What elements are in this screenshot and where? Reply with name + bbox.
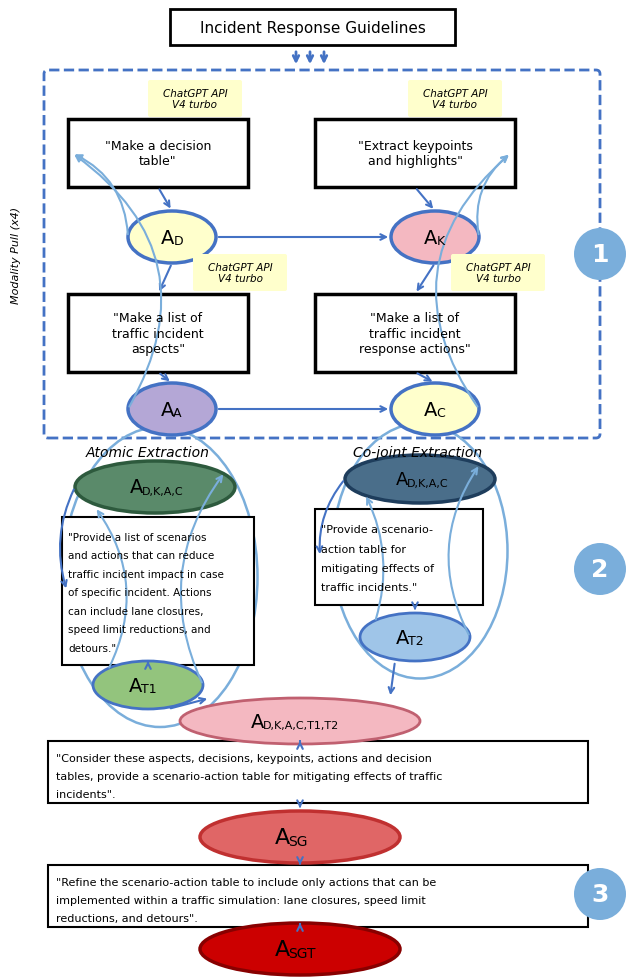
Text: 2: 2: [591, 557, 609, 581]
Text: tables, provide a scenario-action table for mitigating effects of traffic: tables, provide a scenario-action table …: [56, 772, 442, 781]
Text: speed limit reductions, and: speed limit reductions, and: [68, 625, 211, 635]
Text: A: A: [252, 712, 265, 731]
Text: D,K,A,C,T1,T2: D,K,A,C,T1,T2: [263, 720, 340, 731]
FancyBboxPatch shape: [68, 294, 248, 373]
FancyBboxPatch shape: [408, 81, 502, 118]
FancyBboxPatch shape: [315, 510, 483, 605]
Text: A: A: [424, 400, 438, 419]
Text: 3: 3: [591, 882, 609, 906]
FancyBboxPatch shape: [68, 120, 248, 188]
Text: ChatGPT API
V4 turbo: ChatGPT API V4 turbo: [163, 89, 227, 111]
Text: ChatGPT API
V4 turbo: ChatGPT API V4 turbo: [422, 89, 487, 111]
Text: A: A: [131, 478, 144, 497]
Text: A: A: [173, 407, 182, 420]
Text: A: A: [275, 939, 290, 959]
Text: A: A: [396, 470, 408, 488]
Text: K: K: [436, 235, 444, 248]
Text: T2: T2: [408, 635, 424, 647]
FancyBboxPatch shape: [193, 254, 287, 291]
Text: traffic incidents.": traffic incidents.": [321, 582, 417, 593]
Text: can include lane closures,: can include lane closures,: [68, 606, 204, 616]
Ellipse shape: [574, 868, 626, 920]
Text: A: A: [424, 228, 438, 247]
Text: implemented within a traffic simulation: lane closures, speed limit: implemented within a traffic simulation:…: [56, 895, 426, 906]
Text: A: A: [161, 228, 175, 247]
Text: Co-joint Extraction: Co-joint Extraction: [353, 446, 483, 460]
Text: Incident Response Guidelines: Incident Response Guidelines: [200, 21, 426, 35]
FancyBboxPatch shape: [148, 81, 242, 118]
Ellipse shape: [391, 212, 479, 264]
Text: D,K,A,C: D,K,A,C: [407, 478, 449, 488]
FancyBboxPatch shape: [170, 10, 455, 46]
Ellipse shape: [93, 661, 203, 709]
Ellipse shape: [574, 544, 626, 596]
Text: SG: SG: [288, 834, 308, 849]
Text: "Make a list of
traffic incident
response actions": "Make a list of traffic incident respons…: [359, 312, 471, 355]
Text: incidents".: incidents".: [56, 789, 116, 799]
Text: "Make a list of
traffic incident
aspects": "Make a list of traffic incident aspects…: [112, 312, 204, 355]
Ellipse shape: [180, 698, 420, 744]
Ellipse shape: [360, 613, 470, 661]
Ellipse shape: [574, 229, 626, 281]
Text: "Provide a scenario-: "Provide a scenario-: [321, 525, 433, 535]
Text: A: A: [275, 827, 290, 847]
Ellipse shape: [200, 923, 400, 975]
Text: A: A: [396, 628, 410, 646]
FancyBboxPatch shape: [451, 254, 545, 291]
Text: T1: T1: [141, 683, 157, 695]
Ellipse shape: [75, 462, 235, 513]
Text: traffic incident impact in case: traffic incident impact in case: [68, 569, 224, 579]
FancyBboxPatch shape: [62, 517, 254, 665]
Text: "Make a decision
table": "Make a decision table": [105, 140, 211, 168]
Text: D: D: [173, 235, 183, 248]
Ellipse shape: [391, 383, 479, 435]
Text: A: A: [161, 400, 175, 419]
Ellipse shape: [200, 811, 400, 864]
Text: "Consider these aspects, decisions, keypoints, actions and decision: "Consider these aspects, decisions, keyp…: [56, 754, 432, 764]
Text: action table for: action table for: [321, 544, 406, 554]
Text: "Provide a list of scenarios: "Provide a list of scenarios: [68, 532, 207, 542]
Text: Atomic Extraction: Atomic Extraction: [86, 446, 210, 460]
Text: ChatGPT API
V4 turbo: ChatGPT API V4 turbo: [208, 262, 272, 284]
Text: "Refine the scenario-action table to include only actions that can be: "Refine the scenario-action table to inc…: [56, 877, 436, 887]
FancyBboxPatch shape: [48, 741, 588, 803]
Ellipse shape: [128, 383, 216, 435]
Text: 1: 1: [591, 243, 609, 267]
Text: "Extract keypoints
and highlights": "Extract keypoints and highlights": [358, 140, 472, 168]
Text: of specific incident. Actions: of specific incident. Actions: [68, 588, 211, 598]
Text: Modality Pull (x4): Modality Pull (x4): [11, 206, 21, 303]
Ellipse shape: [345, 456, 495, 504]
Text: SGT: SGT: [288, 947, 316, 960]
Text: D,K,A,C: D,K,A,C: [142, 486, 184, 497]
Text: C: C: [436, 407, 445, 420]
FancyBboxPatch shape: [315, 294, 515, 373]
Text: A: A: [129, 676, 143, 694]
Text: reductions, and detours".: reductions, and detours".: [56, 912, 198, 923]
Text: and actions that can reduce: and actions that can reduce: [68, 551, 214, 560]
Text: detours.": detours.": [68, 644, 116, 653]
FancyBboxPatch shape: [48, 866, 588, 927]
Ellipse shape: [128, 212, 216, 264]
Text: ChatGPT API
V4 turbo: ChatGPT API V4 turbo: [466, 262, 531, 284]
FancyBboxPatch shape: [315, 120, 515, 188]
Text: mitigating effects of: mitigating effects of: [321, 563, 434, 573]
